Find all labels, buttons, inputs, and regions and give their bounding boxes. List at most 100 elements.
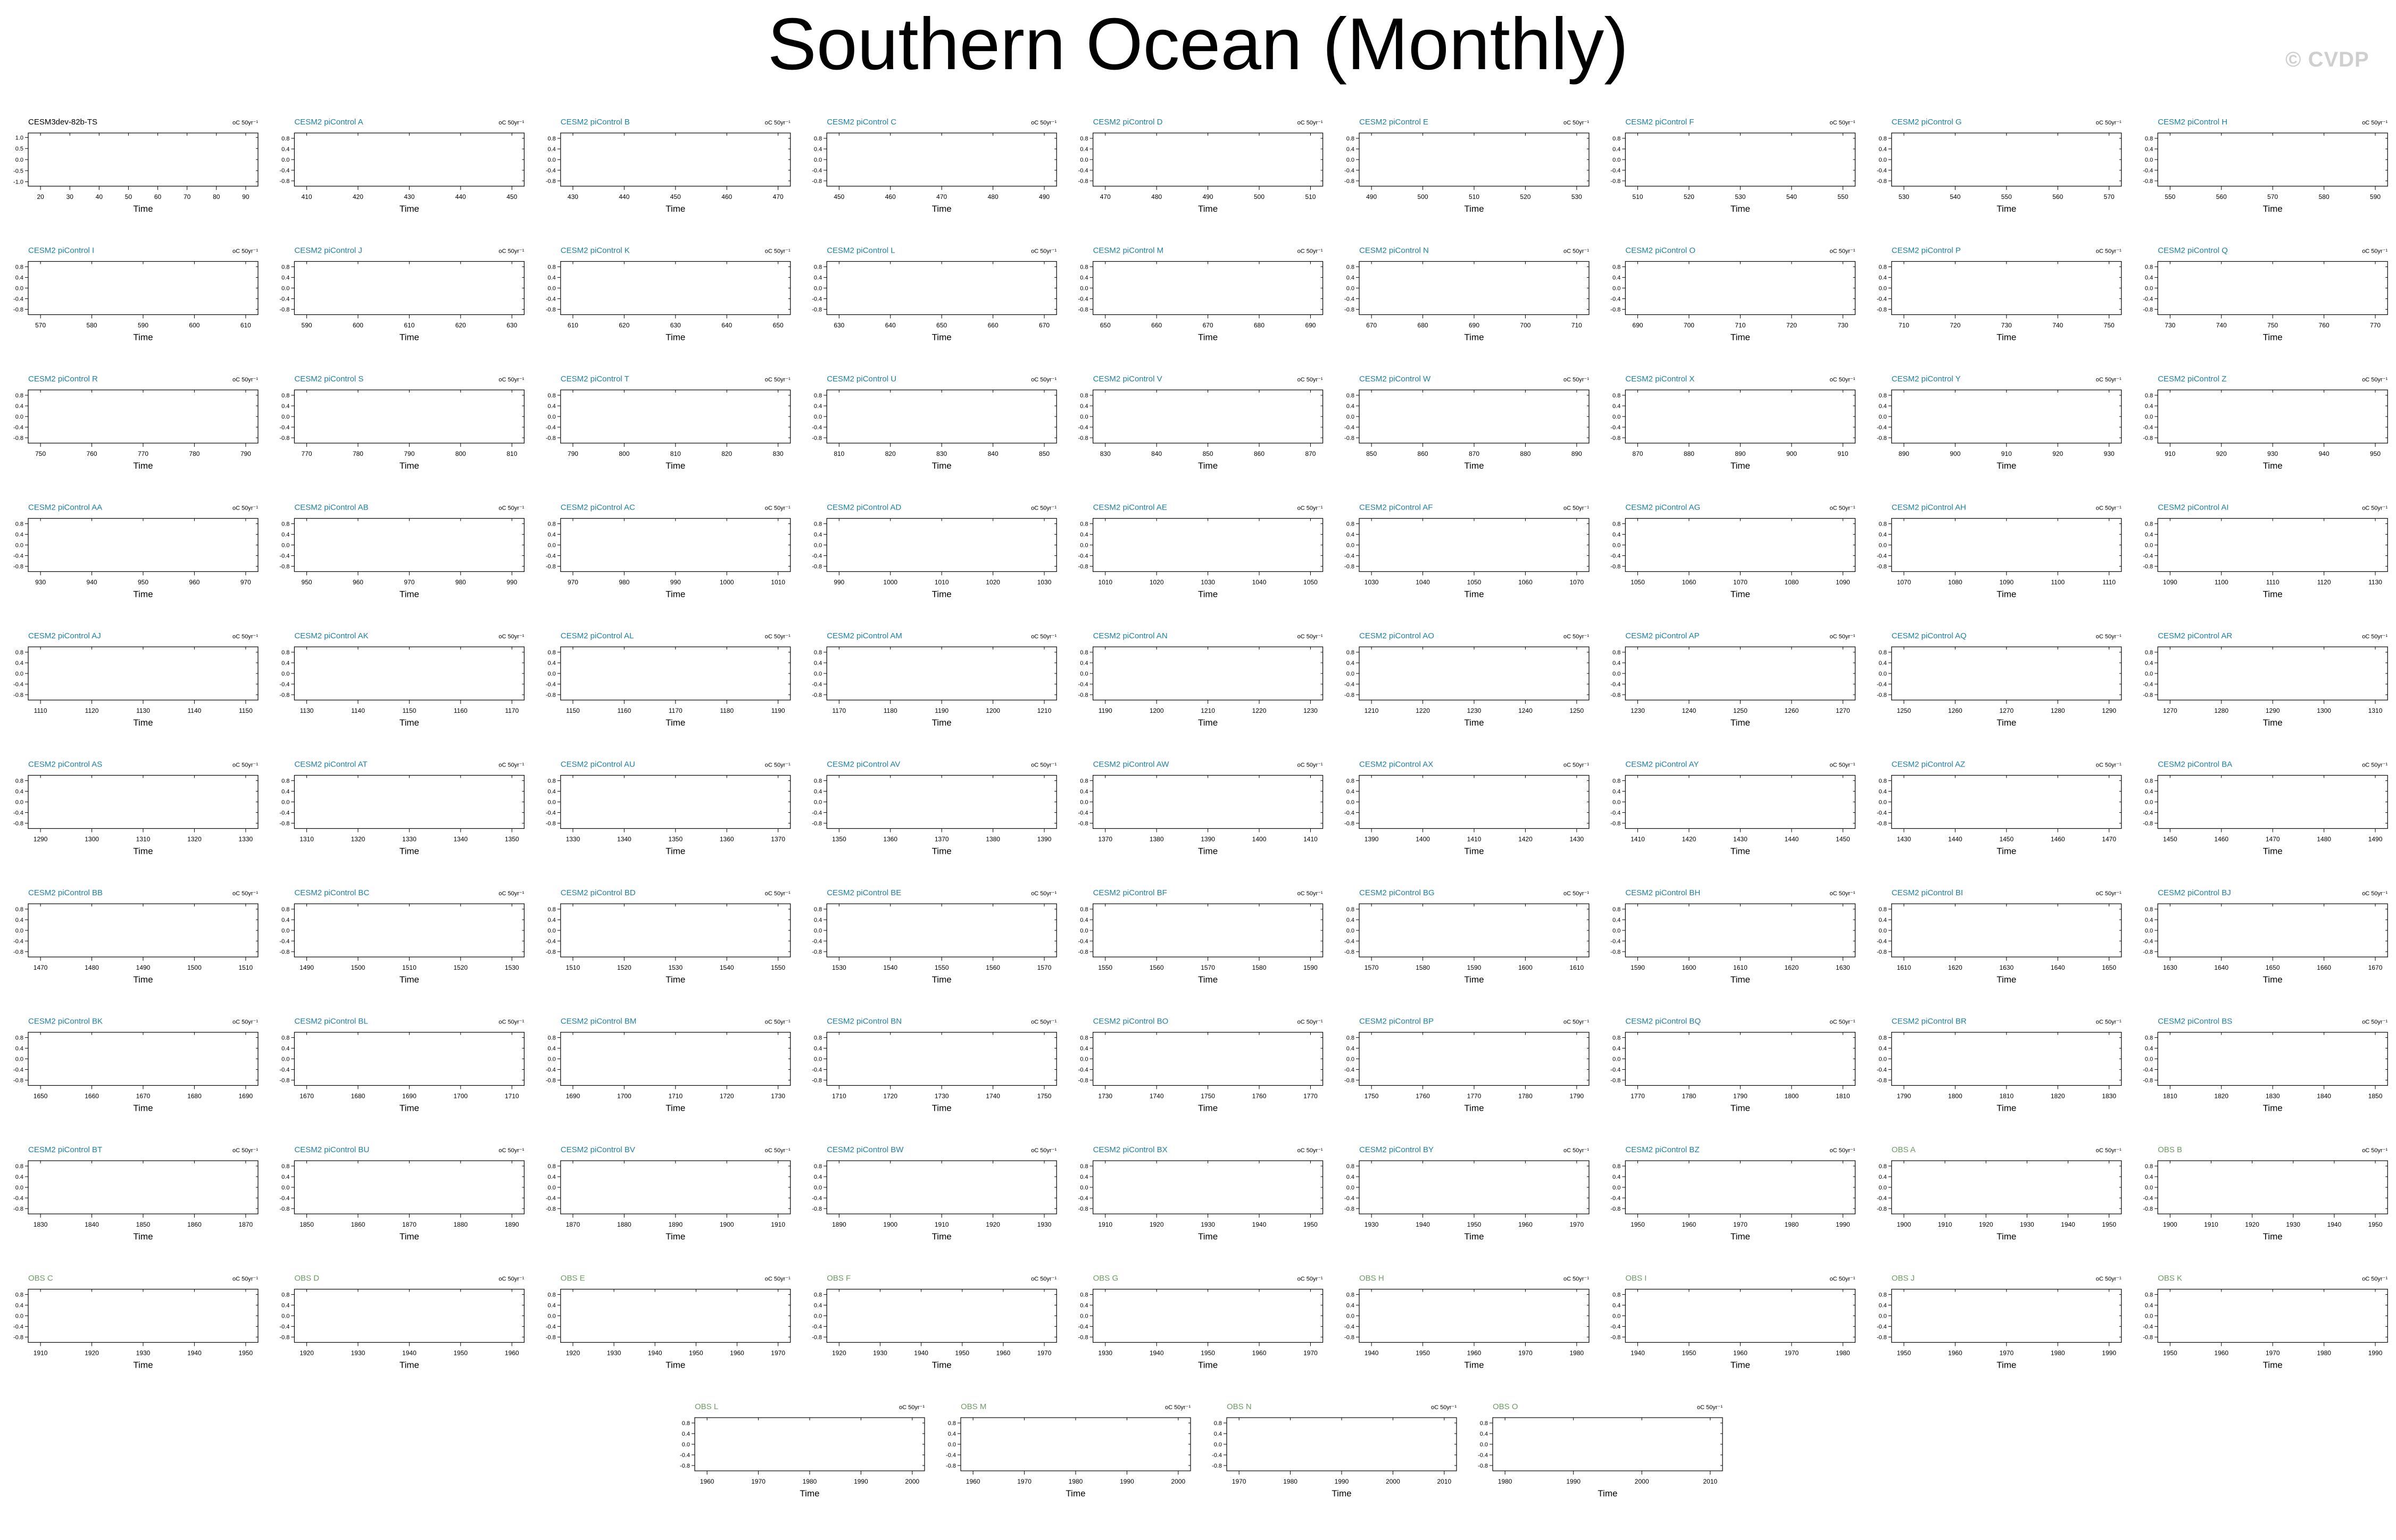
panel-units: oC 50yr⁻¹: [232, 1276, 258, 1283]
x-tick-label: 1830: [34, 1221, 48, 1228]
panel-title: CESM2 piControl BF: [1093, 888, 1167, 897]
y-tick-label: -0.4: [279, 168, 289, 174]
x-tick-label: 870: [1633, 450, 1643, 457]
x-tick-label: 990: [670, 579, 681, 586]
y-tick-label: -0.4: [13, 424, 23, 431]
x-tick-label: 660: [1151, 322, 1162, 329]
y-tick-label: -0.4: [680, 1452, 690, 1459]
panel-title: CESM2 piControl AX: [1359, 760, 1433, 769]
x-tick-label: 1740: [1150, 1093, 1164, 1100]
y-tick-label: 0.4: [1346, 789, 1354, 795]
panel-title: CESM2 piControl AZ: [1892, 760, 1965, 769]
x-tick-label: 550: [1837, 193, 1848, 201]
y-tick-label: 0.8: [281, 778, 289, 785]
x-tick-label: 1350: [832, 836, 846, 843]
y-tick-label: -0.4: [1610, 1324, 1620, 1330]
y-tick-label: 0.8: [2145, 1163, 2153, 1170]
panel-units: oC 50yr⁻¹: [1829, 248, 1855, 255]
panel-title: CESM2 piControl BQ: [1625, 1017, 1701, 1026]
x-tick-label: 50: [125, 193, 132, 201]
x-axis-label: Time: [665, 846, 685, 856]
x-tick-label: 1760: [1252, 1093, 1267, 1100]
panel-units: oC 50yr⁻¹: [1563, 890, 1589, 897]
y-tick-label: 0.0: [1879, 414, 1887, 420]
x-tick-label: 1950: [2368, 1221, 2383, 1228]
plot-frame: [28, 518, 259, 572]
panel-units: oC 50yr⁻¹: [1563, 634, 1589, 640]
y-tick-label: 0.8: [948, 1420, 956, 1427]
x-tick-label: 730: [1837, 322, 1848, 329]
y-tick-label: 0.4: [1346, 1174, 1354, 1180]
y-tick-label: 0.4: [15, 917, 23, 923]
plot-frame: [1359, 389, 1590, 444]
y-tick-label: 0.0: [281, 414, 289, 420]
x-tick-label: 1830: [2266, 1093, 2280, 1100]
x-axis-label: Time: [932, 1360, 952, 1370]
x-tick-label: 780: [353, 450, 363, 457]
y-tick-label: -0.4: [1610, 168, 1620, 174]
y-tick-label: 0.8: [548, 264, 556, 271]
y-tick-label: 0.8: [1080, 906, 1088, 913]
panel-units: oC 50yr⁻¹: [1031, 762, 1056, 769]
panel-title: CESM2 piControl AY: [1625, 760, 1699, 769]
panel-title: OBS M: [961, 1402, 986, 1411]
y-tick-label: 0.4: [1346, 660, 1354, 667]
x-tick-label: 1960: [1682, 1221, 1696, 1228]
x-axis-label: Time: [400, 204, 419, 214]
panel-units: oC 50yr⁻¹: [498, 890, 524, 897]
plot-frame: [1226, 1417, 1457, 1471]
x-tick-label: 1730: [1098, 1093, 1112, 1100]
panel-title: CESM2 piControl AD: [827, 503, 901, 512]
x-tick-label: 1370: [1098, 836, 1112, 843]
x-tick-label: 1150: [239, 707, 253, 714]
x-tick-label: 970: [404, 579, 414, 586]
y-tick-label: -0.4: [1877, 296, 1887, 303]
y-tick-label: 0.0: [548, 800, 556, 806]
panel-title: OBS K: [2158, 1274, 2182, 1283]
x-axis-label: Time: [1198, 204, 1218, 214]
x-tick-label: 1310: [2368, 707, 2383, 714]
x-axis-label: Time: [1332, 1488, 1351, 1499]
x-tick-label: 1320: [351, 836, 365, 843]
x-tick-label: 1300: [85, 836, 99, 843]
x-tick-label: 1540: [720, 964, 734, 971]
y-tick-label: 0.0: [548, 543, 556, 549]
y-tick-label: 0.8: [682, 1420, 690, 1427]
plot-frame: [1891, 518, 2122, 572]
plot-frame: [1093, 518, 1324, 572]
y-tick-label: -0.8: [2143, 178, 2153, 185]
panel-title: CESM3dev-82b-TS: [28, 118, 97, 127]
plot-frame: [1359, 1160, 1590, 1214]
y-tick-label: 0.4: [281, 146, 289, 153]
y-tick-label: -0.4: [279, 1324, 289, 1330]
x-axis-label: Time: [1464, 1231, 1484, 1242]
y-tick-label: -0.8: [1078, 1206, 1088, 1212]
x-axis-label: Time: [133, 461, 153, 471]
x-tick-label: 1980: [1498, 1478, 1512, 1485]
y-tick-label: 0.4: [1080, 660, 1088, 667]
y-tick-label: 0.4: [2145, 1174, 2153, 1180]
panel-title: CESM2 piControl BU: [294, 1145, 369, 1154]
x-axis-label: Time: [1731, 332, 1750, 343]
plot-frame: [28, 1288, 259, 1343]
y-tick-label: 0.8: [1346, 521, 1354, 528]
y-tick-label: 0.8: [814, 393, 822, 399]
x-tick-label: 1970: [1733, 1221, 1748, 1228]
x-axis-label: Time: [133, 975, 153, 985]
x-tick-label: 1180: [884, 707, 897, 714]
y-tick-label: 0.8: [1879, 1035, 1887, 1042]
x-tick-label: 1330: [239, 836, 253, 843]
y-tick-label: 0.4: [1879, 275, 1887, 281]
x-tick-label: 1160: [454, 707, 468, 714]
x-tick-label: 1950: [955, 1350, 969, 1357]
y-tick-label: 0.8: [1879, 1292, 1887, 1298]
x-axis-label: Time: [1996, 975, 2016, 985]
x-tick-label: 1070: [1570, 579, 1584, 586]
y-tick-label: 0.4: [1879, 1303, 1887, 1309]
x-tick-label: 1170: [832, 707, 846, 714]
y-tick-label: -0.4: [2143, 681, 2153, 688]
plot-frame: [560, 518, 791, 572]
y-tick-label: -0.8: [1078, 821, 1088, 827]
plot-frame: [294, 775, 525, 829]
panel-units: oC 50yr⁻¹: [1297, 1276, 1323, 1283]
